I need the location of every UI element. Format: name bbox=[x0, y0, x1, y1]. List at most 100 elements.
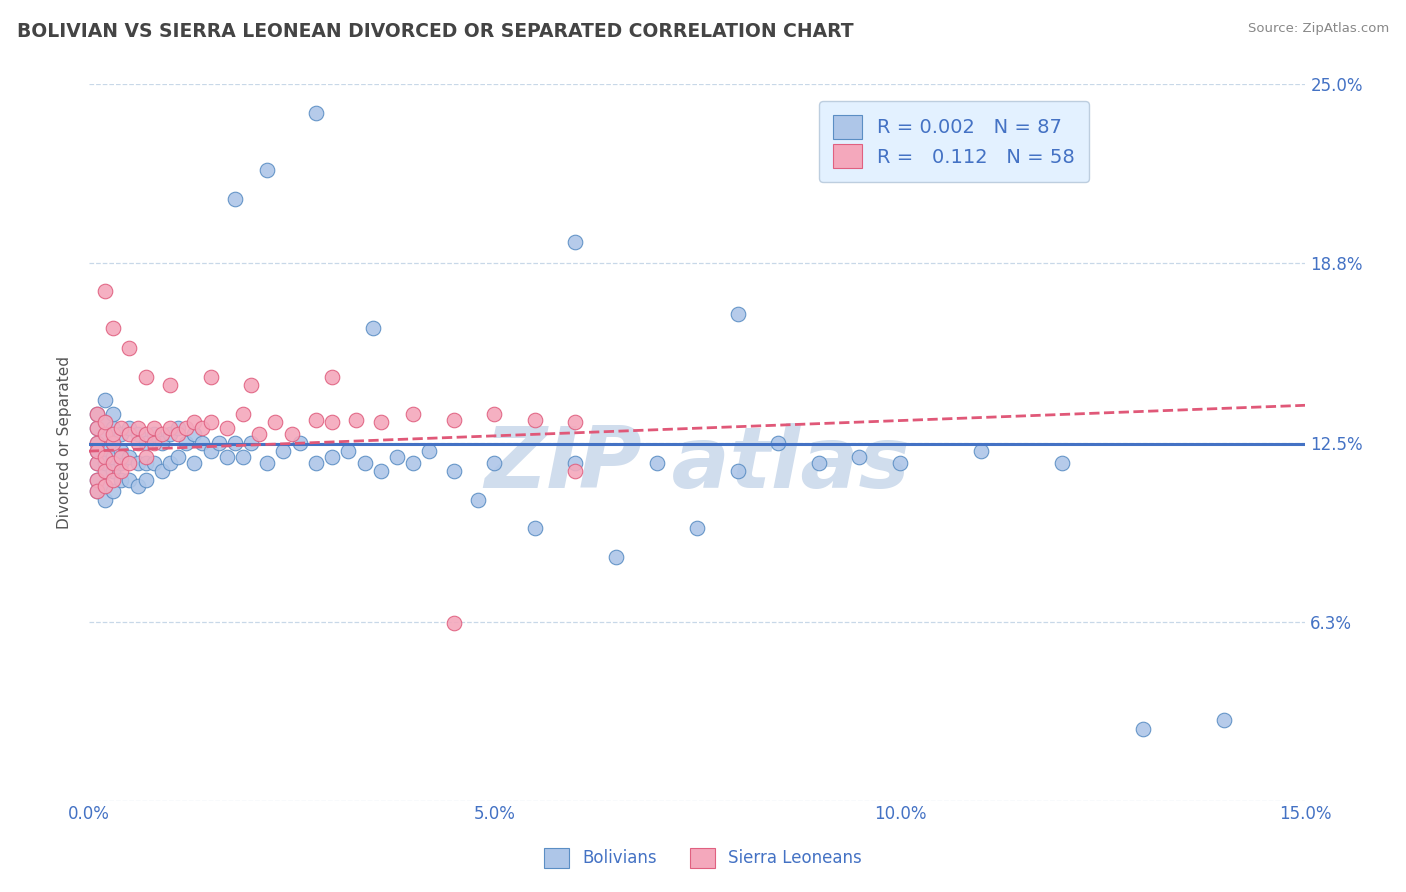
Point bbox=[86, 484, 108, 499]
Point bbox=[135, 450, 157, 464]
Point bbox=[484, 407, 506, 421]
Point bbox=[135, 473, 157, 487]
Point bbox=[215, 450, 238, 464]
Point bbox=[159, 378, 181, 392]
Legend: R = 0.002   N = 87, R =   0.112   N = 58: R = 0.002 N = 87, R = 0.112 N = 58 bbox=[820, 102, 1088, 182]
Point bbox=[86, 435, 108, 450]
Point bbox=[727, 464, 749, 478]
Point bbox=[564, 416, 586, 430]
Point bbox=[127, 421, 149, 435]
Point bbox=[353, 456, 375, 470]
Point bbox=[443, 464, 465, 478]
Point bbox=[200, 369, 222, 384]
Point bbox=[159, 426, 181, 441]
Point bbox=[321, 369, 343, 384]
Point bbox=[523, 412, 546, 426]
Point bbox=[523, 521, 546, 535]
Point bbox=[280, 426, 302, 441]
Point bbox=[101, 456, 124, 470]
Point bbox=[727, 307, 749, 321]
Point bbox=[321, 416, 343, 430]
Point bbox=[86, 421, 108, 435]
Point bbox=[127, 426, 149, 441]
Point bbox=[86, 456, 108, 470]
Point bbox=[101, 321, 124, 335]
Point bbox=[370, 416, 392, 430]
Point bbox=[159, 456, 181, 470]
Point bbox=[118, 450, 141, 464]
Point bbox=[191, 435, 214, 450]
Point bbox=[443, 615, 465, 630]
Point bbox=[305, 412, 328, 426]
Point bbox=[94, 284, 117, 298]
Point bbox=[94, 416, 117, 430]
Point bbox=[101, 421, 124, 435]
Point bbox=[94, 450, 117, 464]
Point bbox=[135, 456, 157, 470]
Point bbox=[94, 416, 117, 430]
Point bbox=[305, 106, 328, 120]
Point bbox=[94, 478, 117, 492]
Point bbox=[94, 464, 117, 478]
Point bbox=[135, 435, 157, 450]
Legend: Bolivians, Sierra Leoneans: Bolivians, Sierra Leoneans bbox=[537, 841, 869, 875]
Point bbox=[94, 426, 117, 441]
Point bbox=[101, 473, 124, 487]
Point bbox=[191, 421, 214, 435]
Point bbox=[150, 426, 173, 441]
Point bbox=[1050, 456, 1073, 470]
Point bbox=[273, 444, 295, 458]
Point bbox=[110, 450, 132, 464]
Point bbox=[200, 416, 222, 430]
Point bbox=[86, 421, 108, 435]
Point bbox=[94, 450, 117, 464]
Point bbox=[86, 456, 108, 470]
Point bbox=[645, 456, 668, 470]
Point bbox=[94, 456, 117, 470]
Point bbox=[94, 426, 117, 441]
Point bbox=[94, 464, 117, 478]
Point bbox=[167, 450, 190, 464]
Point bbox=[167, 426, 190, 441]
Point bbox=[321, 450, 343, 464]
Point bbox=[889, 456, 911, 470]
Point bbox=[110, 444, 132, 458]
Point bbox=[174, 421, 197, 435]
Point bbox=[135, 369, 157, 384]
Point bbox=[86, 435, 108, 450]
Point bbox=[86, 473, 108, 487]
Point bbox=[142, 421, 165, 435]
Point bbox=[86, 407, 108, 421]
Point bbox=[127, 478, 149, 492]
Point bbox=[402, 407, 425, 421]
Point bbox=[101, 426, 124, 441]
Point bbox=[110, 456, 132, 470]
Point bbox=[370, 464, 392, 478]
Point bbox=[101, 435, 124, 450]
Point bbox=[142, 426, 165, 441]
Point bbox=[127, 456, 149, 470]
Point bbox=[305, 456, 328, 470]
Point bbox=[1213, 714, 1236, 728]
Point bbox=[215, 421, 238, 435]
Point bbox=[135, 426, 157, 441]
Point bbox=[361, 321, 384, 335]
Point bbox=[385, 450, 408, 464]
Point bbox=[247, 426, 270, 441]
Point bbox=[118, 341, 141, 355]
Point bbox=[418, 444, 440, 458]
Point bbox=[467, 492, 489, 507]
Point bbox=[1132, 722, 1154, 736]
Point bbox=[256, 456, 278, 470]
Point bbox=[183, 456, 205, 470]
Point bbox=[288, 435, 311, 450]
Point bbox=[94, 492, 117, 507]
Point bbox=[183, 416, 205, 430]
Point bbox=[150, 464, 173, 478]
Point bbox=[94, 444, 117, 458]
Point bbox=[232, 407, 254, 421]
Point bbox=[118, 456, 141, 470]
Point bbox=[101, 407, 124, 421]
Point bbox=[86, 484, 108, 499]
Point bbox=[402, 456, 425, 470]
